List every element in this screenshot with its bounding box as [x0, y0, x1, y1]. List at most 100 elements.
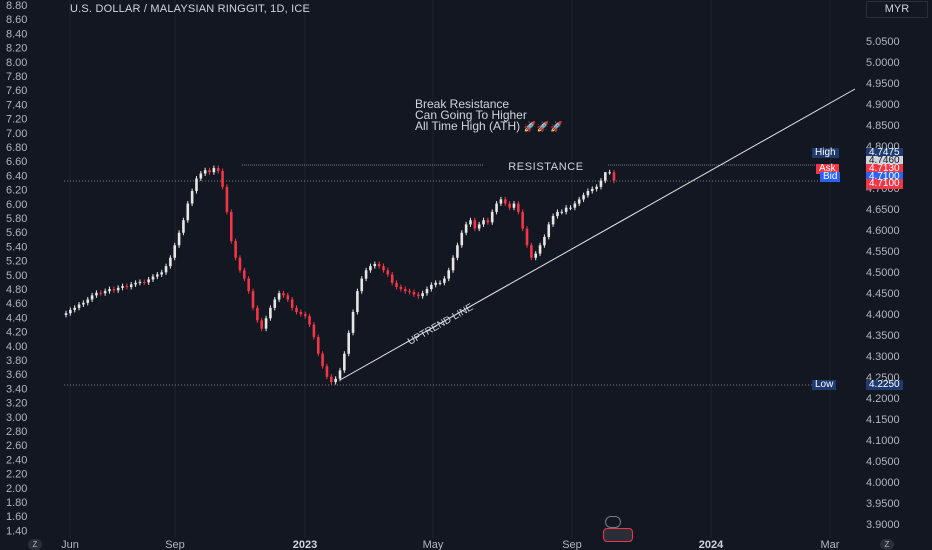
note-annotation[interactable]: Break Resistance Can Going To Higher All…: [415, 97, 564, 133]
left-axis-tick: 4.80: [6, 284, 27, 296]
left-axis-tick: 3.80: [6, 355, 27, 367]
left-axis-tick: 1.40: [6, 525, 27, 537]
time-axis: Jun Sep 2023 May Sep 2024 Mar: [61, 539, 840, 550]
left-axis-tick: 3.40: [6, 383, 27, 395]
candle-body: [229, 211, 233, 242]
note-line-1: Break Resistance: [415, 97, 510, 111]
candle-body: [69, 309, 72, 314]
bid-dup-value-tag: 4.7100: [866, 179, 903, 189]
candle-body: [199, 173, 203, 179]
left-axis-tick: 1.80: [6, 497, 27, 509]
low-value-tag: 4.2250: [866, 380, 903, 390]
replay-icon[interactable]: [605, 516, 621, 528]
right-axis-tick: 4.4000: [866, 309, 900, 321]
candle-body: [303, 314, 307, 317]
right-axis-tick: 4.1000: [866, 435, 900, 447]
ask-value-tag: 4.7130: [866, 164, 903, 174]
candle-body: [538, 245, 542, 254]
candle-body: [421, 293, 424, 297]
candle-body: [151, 276, 155, 280]
resistance-label-bg: [484, 160, 608, 172]
left-axis-tick: 8.20: [6, 43, 27, 55]
candle-body: [112, 289, 116, 291]
currency-button[interactable]: MYR: [866, 1, 928, 18]
candle-body: [356, 291, 359, 312]
candle-body: [290, 299, 294, 308]
left-axis-tick: 2.20: [6, 469, 27, 481]
right-axis-tick: 4.5500: [866, 246, 900, 258]
right-axis-tick: 3.9000: [866, 519, 900, 531]
candle-body: [321, 353, 324, 367]
candle-body: [251, 291, 255, 308]
right-axis-tick: 4.4500: [866, 288, 900, 300]
candle-body: [338, 370, 342, 379]
chart-title: U.S. DOLLAR / MALAYSIAN RINGGIT, 1D, ICE: [70, 3, 311, 15]
candle-body: [125, 286, 129, 288]
candle-body: [121, 286, 124, 288]
candle-body: [469, 220, 472, 225]
candle-body: [260, 320, 264, 329]
candle-body: [138, 281, 142, 283]
high-value-tag: 4.7475: [866, 148, 903, 158]
candle-body: [269, 307, 272, 319]
candle-body: [169, 257, 172, 267]
candle-body: [517, 203, 520, 212]
candle-body: [186, 203, 190, 221]
left-axis-tick: 7.00: [6, 128, 27, 140]
candle-body: [334, 378, 337, 383]
candle-body: [577, 199, 581, 204]
candle-body: [547, 224, 551, 237]
candle-body: [177, 232, 181, 246]
left-axis-tick: 6.20: [6, 185, 27, 197]
candle-body: [299, 312, 303, 315]
candle-body: [116, 287, 120, 291]
left-axis-tick: 7.80: [6, 71, 27, 83]
candle-body: [264, 318, 268, 329]
candle-body: [99, 292, 103, 294]
candle-body: [499, 199, 503, 204]
left-axis-tick: 8.40: [6, 28, 27, 40]
left-axis-tick: 8.80: [6, 0, 27, 12]
candle-body: [325, 366, 329, 377]
flag-icon[interactable]: [603, 528, 633, 542]
left-axis-tick: 7.60: [6, 85, 27, 97]
candle-body: [195, 178, 198, 192]
candle-body: [586, 191, 590, 196]
candle-body: [129, 284, 133, 287]
left-axis-tick: 2.60: [6, 440, 27, 452]
candle-body: [390, 274, 394, 283]
left-axis-tick: 6.40: [6, 170, 27, 182]
candle-body: [543, 236, 546, 246]
candle-body: [182, 220, 185, 233]
candle-body: [156, 274, 159, 277]
right-axis-tick: 4.6000: [866, 225, 900, 237]
candle-body: [477, 224, 481, 229]
candle-body: [551, 216, 555, 225]
rocket-icon: 🚀🚀🚀: [523, 122, 564, 133]
candle-body: [369, 266, 372, 271]
candle-body: [604, 172, 607, 181]
candle-body: [412, 291, 416, 295]
left-axis-tick: 2.40: [6, 454, 27, 466]
left-axis-tick: 4.60: [6, 298, 27, 310]
right-zoom-button[interactable]: Z: [880, 539, 894, 550]
candle-body: [599, 180, 603, 187]
candle-body: [508, 203, 511, 208]
candle-body: [95, 292, 98, 296]
candle-body: [382, 266, 385, 271]
right-axis: 5.05005.00004.95004.90004.85004.80004.75…: [866, 36, 900, 531]
right-axis-tick: 4.8500: [866, 120, 900, 132]
right-axis-tick: 5.0000: [866, 57, 900, 69]
left-axis-tick: 4.00: [6, 341, 27, 353]
candle-body: [234, 241, 237, 258]
candle-body: [443, 278, 446, 283]
x-axis-tick: Sep: [165, 539, 185, 550]
candle-body: [103, 291, 107, 294]
candle-body: [147, 279, 150, 283]
left-zoom-button[interactable]: Z: [28, 539, 42, 550]
candle-body: [503, 199, 507, 204]
candle-body: [590, 188, 594, 192]
uptrend-line: [339, 88, 856, 381]
candle-body: [134, 282, 137, 285]
